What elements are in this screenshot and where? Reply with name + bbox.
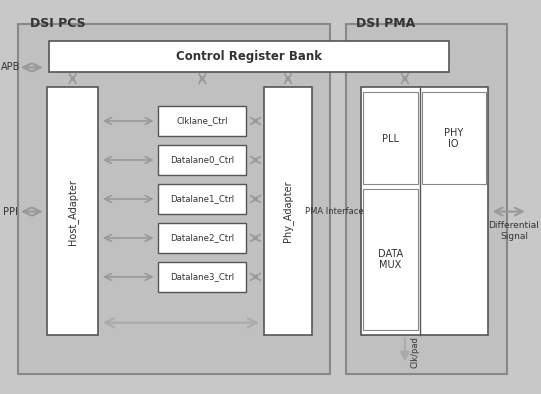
Text: DATA
MUX: DATA MUX: [378, 249, 403, 270]
FancyBboxPatch shape: [159, 184, 246, 214]
Text: Clklane_Ctrl: Clklane_Ctrl: [176, 117, 228, 126]
Text: Differential
Signal: Differential Signal: [489, 221, 539, 241]
Text: APB: APB: [1, 62, 20, 72]
Text: Host_Adapter: Host_Adapter: [67, 178, 78, 245]
FancyBboxPatch shape: [361, 87, 488, 335]
Text: Phy_Adapter: Phy_Adapter: [282, 181, 293, 242]
Text: DSI PMA: DSI PMA: [356, 17, 415, 30]
Text: Datalane1_Ctrl: Datalane1_Ctrl: [170, 195, 234, 203]
FancyBboxPatch shape: [363, 189, 418, 331]
FancyBboxPatch shape: [421, 92, 486, 184]
FancyBboxPatch shape: [263, 87, 312, 335]
FancyBboxPatch shape: [48, 87, 98, 335]
Text: Datalane3_Ctrl: Datalane3_Ctrl: [170, 272, 234, 281]
Text: Datalane0_Ctrl: Datalane0_Ctrl: [170, 156, 234, 164]
FancyBboxPatch shape: [159, 262, 246, 292]
Text: PHY
IO: PHY IO: [444, 128, 463, 149]
Text: DSI PCS: DSI PCS: [30, 17, 85, 30]
FancyBboxPatch shape: [363, 92, 418, 184]
FancyBboxPatch shape: [159, 145, 246, 175]
Text: PLL: PLL: [382, 134, 399, 143]
Text: Clk/pad: Clk/pad: [411, 336, 420, 368]
Text: Datalane2_Ctrl: Datalane2_Ctrl: [170, 233, 234, 242]
Text: Control Register Bank: Control Register Bank: [176, 50, 322, 63]
FancyBboxPatch shape: [159, 223, 246, 253]
Text: PPI: PPI: [3, 206, 18, 217]
FancyBboxPatch shape: [18, 24, 330, 374]
Text: PMA Interface: PMA Interface: [306, 207, 364, 216]
FancyBboxPatch shape: [159, 106, 246, 136]
FancyBboxPatch shape: [346, 24, 507, 374]
FancyBboxPatch shape: [49, 41, 449, 72]
